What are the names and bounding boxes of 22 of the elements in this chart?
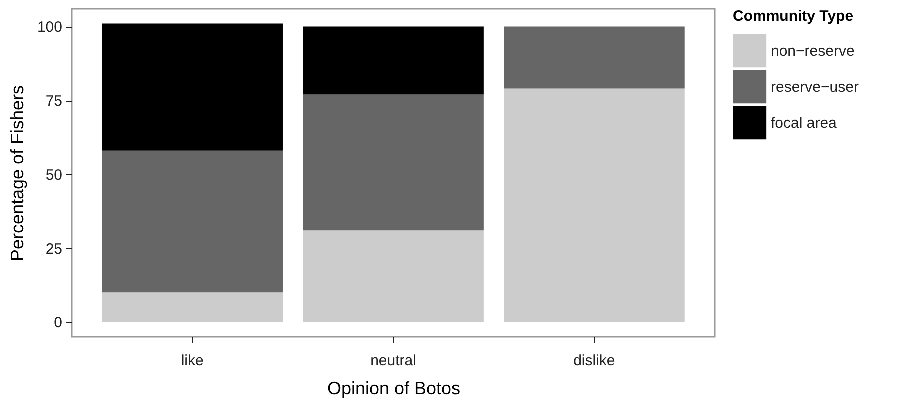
y-tick-label: 75 bbox=[46, 93, 62, 110]
legend-label: reserve−user bbox=[771, 79, 859, 96]
legend-label: non−reserve bbox=[771, 43, 855, 60]
y-axis-title: Percentage of Fishers bbox=[7, 85, 28, 262]
bar bbox=[102, 292, 283, 322]
bar bbox=[504, 26, 685, 89]
legend-title: Community Type bbox=[733, 8, 854, 25]
bar bbox=[504, 88, 685, 322]
x-tick-label: dislike bbox=[574, 352, 616, 370]
legend-label: focal area bbox=[771, 115, 838, 132]
x-axis-title: Opinion of Botos bbox=[327, 378, 461, 398]
y-tick-label: 25 bbox=[46, 240, 62, 258]
bar bbox=[303, 26, 484, 95]
y-tick-label: 100 bbox=[37, 19, 62, 36]
bar bbox=[303, 94, 484, 231]
y-tick-label: 0 bbox=[54, 314, 62, 332]
bar bbox=[102, 150, 283, 293]
x-tick-label: like bbox=[181, 352, 204, 370]
x-tick-label: neutral bbox=[370, 352, 416, 370]
bar bbox=[303, 230, 484, 322]
bar bbox=[102, 24, 283, 151]
y-tick-label: 50 bbox=[46, 166, 62, 184]
